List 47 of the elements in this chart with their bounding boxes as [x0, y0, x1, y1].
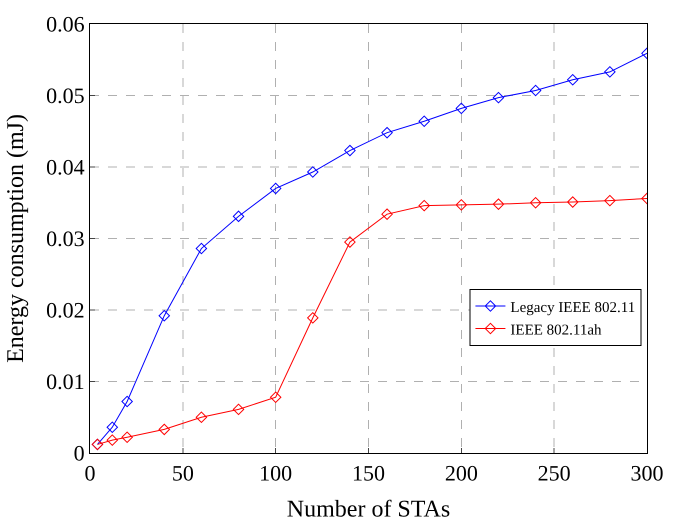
point — [344, 144, 356, 156]
point — [158, 424, 170, 436]
x-tick-label: 150 — [352, 460, 385, 486]
point — [492, 92, 504, 104]
point — [604, 66, 616, 78]
point — [567, 74, 578, 86]
point — [344, 236, 356, 248]
legend-label: Legacy IEEE 802.11 — [510, 300, 636, 316]
point — [456, 102, 468, 114]
point — [270, 182, 282, 194]
x-tick-label: 200 — [444, 460, 478, 486]
point — [604, 194, 616, 206]
x-tick-label: 300 — [630, 460, 664, 486]
point — [307, 312, 318, 324]
point — [106, 434, 118, 446]
point — [232, 404, 244, 416]
x-axis-title: Number of STAs — [286, 496, 450, 523]
point — [196, 412, 208, 423]
point — [530, 197, 542, 208]
y-tick-label: 0.05 — [46, 83, 85, 108]
point — [270, 392, 282, 403]
y-tick-label: 0.04 — [46, 154, 85, 180]
y-tick-label: 0.01 — [46, 369, 85, 394]
point — [307, 166, 318, 178]
y-tick-label: 0 — [74, 440, 85, 466]
point — [158, 310, 170, 322]
point — [418, 200, 430, 212]
y-tick-label: 0.03 — [46, 226, 85, 252]
point — [381, 126, 393, 138]
point — [196, 242, 208, 254]
legend-label: IEEE 802.11ah — [510, 322, 602, 338]
point — [567, 196, 578, 208]
y-tick-label: 0.02 — [46, 298, 85, 323]
y-tick-label: 0.06 — [46, 12, 85, 37]
y-axis-title: Energy consumption (mJ) — [3, 114, 30, 363]
point — [418, 116, 430, 127]
point — [232, 210, 244, 222]
point — [381, 208, 393, 220]
point — [530, 84, 542, 96]
point — [456, 199, 468, 211]
point — [121, 432, 133, 443]
x-tick-label: 50 — [172, 460, 194, 486]
x-tick-label: 250 — [538, 460, 571, 486]
x-tick-label: 100 — [259, 460, 292, 486]
point — [492, 198, 504, 210]
point — [121, 396, 133, 408]
point — [106, 422, 118, 433]
